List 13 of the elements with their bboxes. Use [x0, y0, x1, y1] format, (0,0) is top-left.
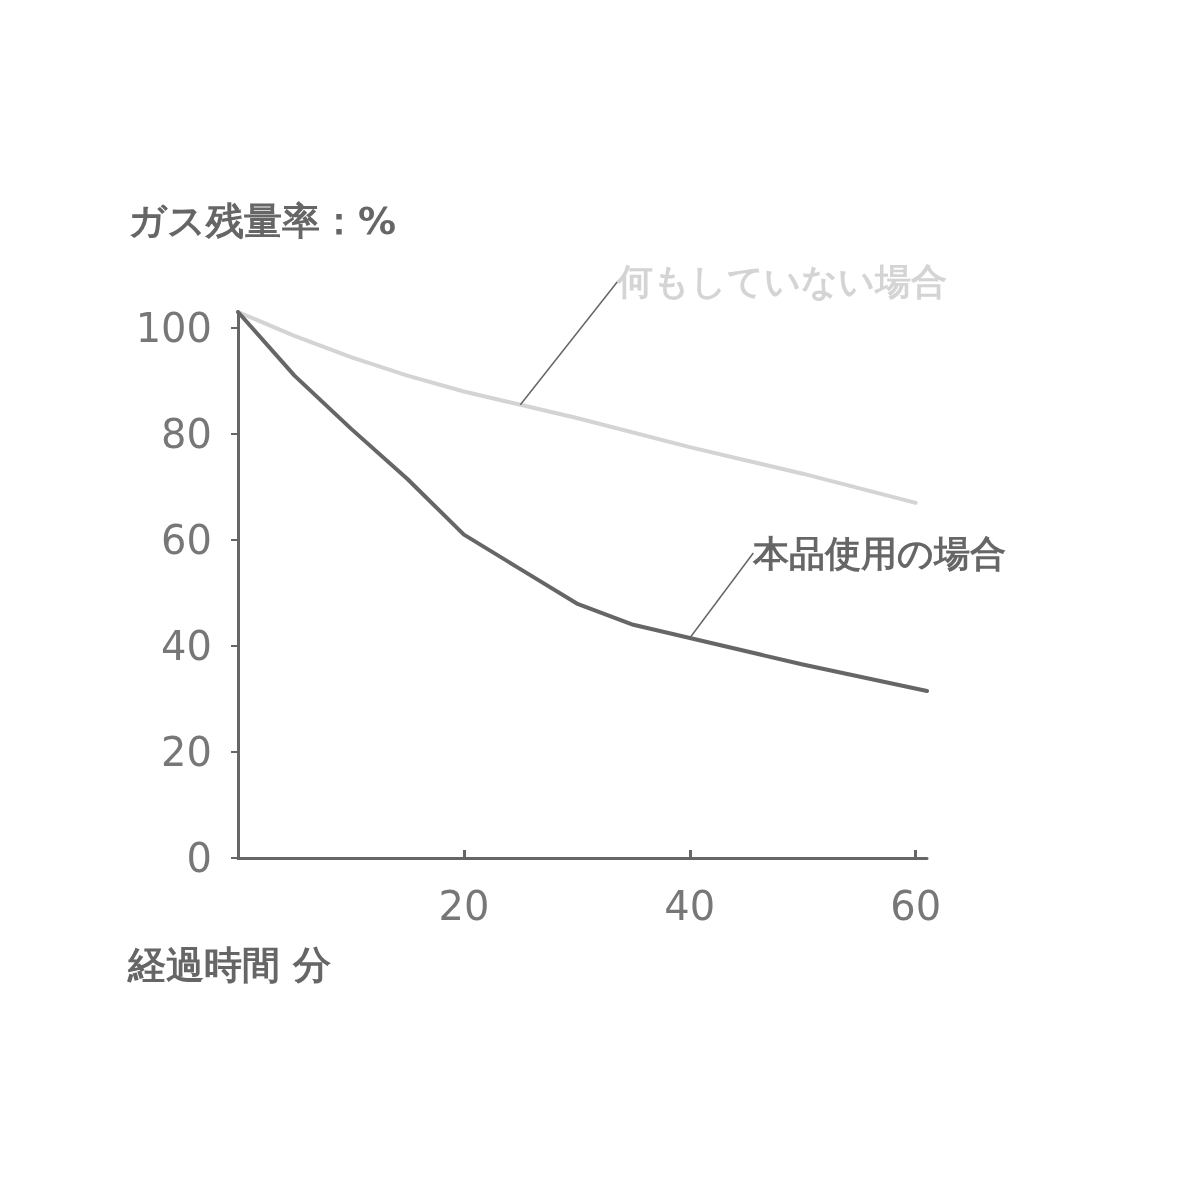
y-tick-label: 60	[161, 516, 212, 563]
x-tick-label: 40	[664, 883, 716, 929]
x-axis-title: 経過時間 分	[127, 943, 332, 987]
y-tick-label: 0	[186, 835, 212, 881]
y-tick-label: 20	[161, 728, 212, 775]
x-tick-label: 20	[438, 883, 490, 929]
text: 本品使用の場合	[752, 532, 1007, 574]
y-tick-label: 80	[161, 410, 212, 457]
y-tick-label: 40	[161, 622, 212, 669]
line-series	[236, 310, 918, 505]
x-tick-label: 60	[890, 883, 942, 929]
y-axis-title: ガス残量率：%	[128, 199, 397, 243]
y-tick-label: 100	[135, 304, 212, 351]
